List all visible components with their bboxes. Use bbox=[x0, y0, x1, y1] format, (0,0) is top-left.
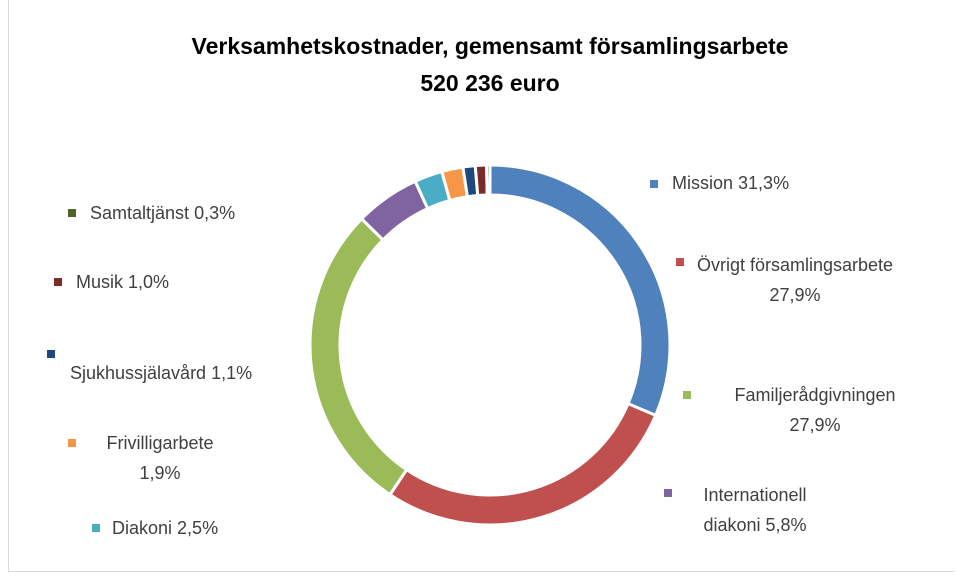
label-name: Övrigt församlingsarbete bbox=[696, 255, 894, 275]
label-name: Frivilligarbete bbox=[106, 433, 214, 453]
label-name: Internationell diakoni bbox=[703, 485, 807, 535]
label-value: 31,3% bbox=[738, 173, 790, 193]
label-name: Sjukhussjälavård bbox=[70, 363, 207, 383]
donut-slice bbox=[387, 401, 658, 527]
data-label: Övrigt församlingsarbete 27,9% bbox=[695, 250, 895, 310]
label-value: 1,0% bbox=[128, 272, 170, 292]
data-label: Mission 31,3% bbox=[672, 168, 872, 198]
label-value: 1,1% bbox=[211, 363, 253, 383]
donut-slice bbox=[485, 163, 492, 197]
legend-marker bbox=[68, 209, 76, 217]
label-value: 27,9% bbox=[789, 415, 841, 435]
chart-frame bbox=[8, 0, 954, 572]
label-value: 1,9% bbox=[139, 463, 181, 483]
label-name: Samtaltjänst bbox=[90, 203, 190, 223]
data-label: Frivilligarbete 1,9% bbox=[85, 428, 235, 488]
data-label: Diakoni 2,5% bbox=[112, 513, 262, 543]
legend-marker bbox=[664, 489, 672, 497]
label-name: Musik bbox=[76, 272, 124, 292]
donut-slice bbox=[488, 163, 672, 418]
data-label: Musik 1,0% bbox=[76, 267, 226, 297]
legend-marker bbox=[683, 391, 691, 399]
data-label: Samtaltjänst 0,3% bbox=[90, 198, 290, 228]
legend-marker bbox=[68, 439, 76, 447]
label-name: Mission bbox=[672, 173, 734, 193]
legend-marker bbox=[47, 350, 55, 358]
data-label: Sjukhussjälavård 1,1% bbox=[70, 358, 310, 388]
legend-marker bbox=[92, 524, 100, 532]
label-value: 2,5% bbox=[177, 518, 219, 538]
donut-slice bbox=[308, 216, 409, 497]
legend-marker bbox=[54, 278, 62, 286]
data-label: Internationell diakoni 5,8% bbox=[680, 480, 830, 540]
data-label: Familjerådgivningen 27,9% bbox=[710, 380, 920, 440]
legend-marker bbox=[676, 258, 684, 266]
chart-title: Verksamhetskostnader, gemensamt församli… bbox=[191, 33, 789, 59]
chart-subtitle: 520 236 euro bbox=[420, 70, 560, 96]
label-value: 5,8% bbox=[765, 515, 807, 535]
label-value: 0,3% bbox=[194, 203, 236, 223]
label-name: Familjerådgivningen bbox=[734, 385, 896, 405]
legend-marker bbox=[650, 180, 658, 188]
label-value: 27,9% bbox=[769, 285, 821, 305]
label-name: Diakoni bbox=[112, 518, 173, 538]
